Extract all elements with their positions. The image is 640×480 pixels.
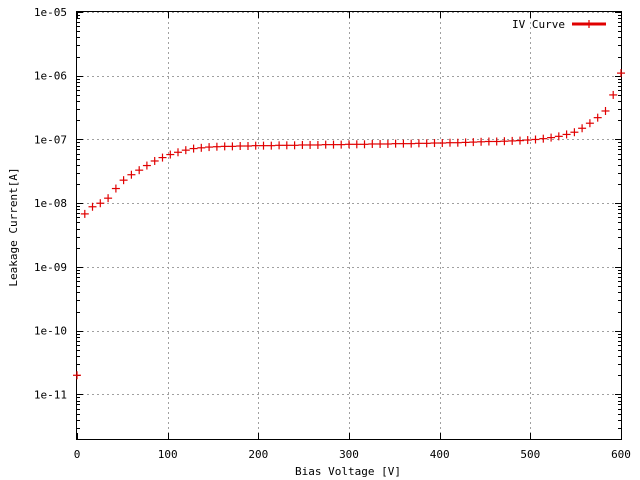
data-point: [399, 139, 408, 148]
data-point: [368, 139, 377, 148]
data-point: [562, 130, 571, 139]
x-tick-label: 400: [430, 448, 450, 461]
data-point: [243, 142, 252, 151]
x-tick-label: 300: [339, 448, 359, 461]
data-point: [407, 139, 416, 148]
data-point: [212, 142, 221, 151]
data-point: [313, 140, 322, 149]
data-point: [197, 143, 206, 152]
data-point: [446, 138, 455, 147]
data-point: [461, 138, 470, 147]
x-tick-label: 0: [74, 448, 81, 461]
data-point: [601, 106, 610, 115]
data-point: [220, 142, 229, 151]
data-point: [523, 136, 532, 145]
data-point: [492, 137, 501, 146]
data-point: [306, 140, 315, 149]
data-point: [96, 199, 105, 208]
data-point: [150, 156, 159, 165]
data-point: [174, 148, 183, 157]
data-point: [267, 141, 276, 150]
axis-ticks: [77, 12, 622, 440]
data-point: [376, 139, 385, 148]
x-tick-labels: 0 100 200 300 400 500 600: [74, 448, 631, 461]
data-point: [298, 140, 307, 149]
data-point: [337, 140, 346, 149]
data-point: [135, 166, 144, 175]
data-point: [531, 135, 540, 144]
data-point: [453, 138, 462, 147]
data-point: [111, 184, 120, 193]
data-point: [438, 139, 447, 148]
data-point: [539, 134, 548, 143]
data-point: [585, 119, 594, 128]
data-point: [104, 194, 113, 203]
data-point: [228, 142, 237, 151]
y-tick-label: 1e-08: [34, 197, 67, 210]
data-point: [259, 141, 268, 150]
data-point: [80, 209, 89, 218]
grid-lines: [77, 12, 621, 439]
data-point: [508, 136, 517, 145]
data-point: [570, 128, 579, 137]
y-tick-labels: 1e-05 1e-06 1e-07 1e-08 1e-09 1e-10 1e-11: [34, 6, 67, 401]
data-point: [321, 140, 330, 149]
data-point: [189, 144, 198, 153]
data-point: [352, 140, 361, 149]
plot-frame: [76, 11, 622, 440]
data-point: [158, 153, 167, 162]
data-point: [578, 124, 587, 133]
legend: IV Curve: [512, 18, 606, 31]
data-point: [88, 202, 97, 211]
data-point: [500, 137, 509, 146]
data-points: [73, 69, 625, 380]
data-point: [554, 132, 563, 141]
data-point: [391, 139, 400, 148]
x-tick-label: 100: [158, 448, 178, 461]
y-tick-label: 1e-07: [34, 133, 67, 146]
data-point: [236, 142, 245, 151]
y-tick-label: 1e-10: [34, 325, 67, 338]
data-point: [181, 146, 190, 155]
x-axis-label: Bias Voltage [V]: [295, 465, 401, 478]
x-tick-label: 500: [520, 448, 540, 461]
data-point: [593, 113, 602, 122]
data-point: [422, 139, 431, 148]
data-point: [119, 176, 128, 185]
x-tick-label: 600: [611, 448, 631, 461]
y-tick-label: 1e-06: [34, 70, 67, 83]
data-point: [127, 170, 136, 179]
y-tick-label: 1e-11: [34, 388, 67, 401]
data-point: [609, 90, 618, 99]
data-point: [73, 371, 81, 380]
y-axis-label: Leakage Current[A]: [7, 167, 20, 286]
data-point: [345, 140, 353, 149]
data-point: [477, 137, 486, 146]
data-point: [547, 133, 556, 142]
data-point: [617, 69, 625, 78]
data-point: [282, 141, 291, 150]
data-point: [414, 139, 423, 148]
data-point: [142, 161, 151, 170]
data-point: [329, 140, 338, 149]
data-point: [383, 139, 392, 148]
data-point: [515, 136, 524, 145]
data-point: [166, 150, 175, 159]
data-point: [290, 141, 299, 150]
y-tick-label: 1e-09: [34, 261, 67, 274]
data-point: [275, 141, 284, 150]
data-point: [360, 140, 369, 149]
data-point: [205, 143, 214, 152]
data-point: [484, 137, 493, 146]
legend-label: IV Curve: [512, 18, 565, 31]
y-tick-label: 1e-05: [34, 6, 67, 19]
data-point: [430, 139, 439, 148]
data-point: [469, 138, 478, 147]
data-point: [251, 141, 260, 150]
x-tick-label: 200: [248, 448, 268, 461]
